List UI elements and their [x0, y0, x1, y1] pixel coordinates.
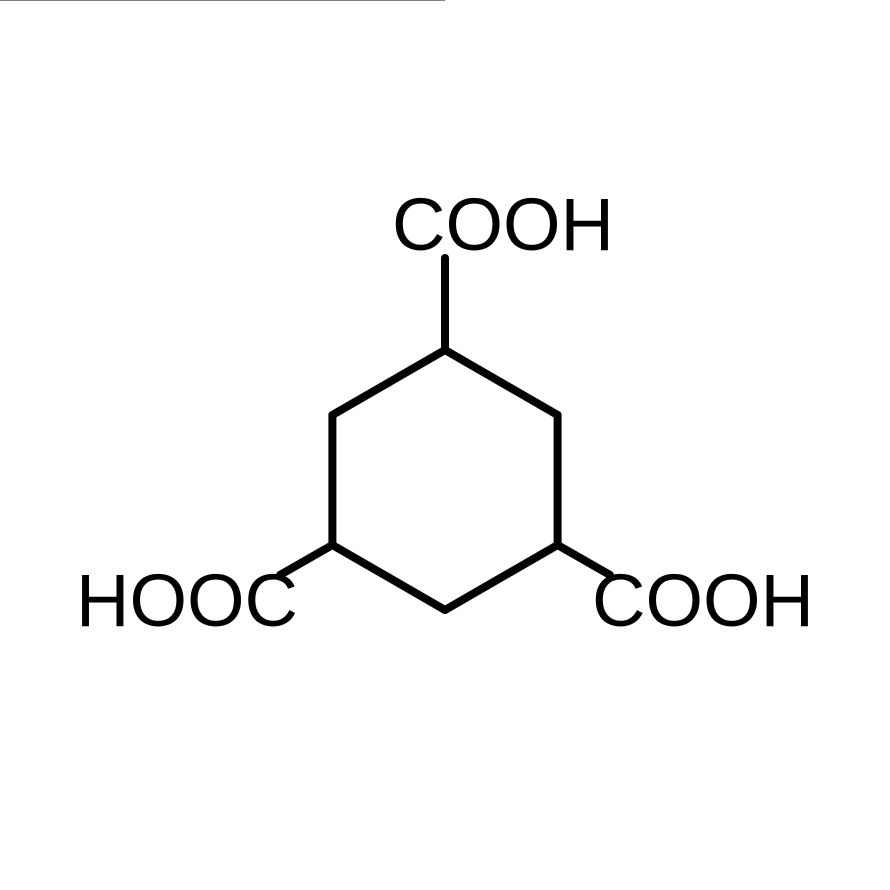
labels-group: COOH COOH HOOC: [76, 183, 814, 642]
ring-bond: [332, 350, 445, 415]
cooh-label-right: COOH: [592, 559, 814, 642]
cooh-label-top: COOH: [392, 183, 614, 266]
ring-bond: [445, 350, 558, 415]
molecule-diagram: COOH COOH HOOC: [0, 0, 890, 890]
bonds-group: [280, 258, 610, 610]
ring-bond: [445, 545, 558, 610]
ring-bond: [332, 545, 445, 610]
cooh-label-left: HOOC: [76, 559, 298, 642]
